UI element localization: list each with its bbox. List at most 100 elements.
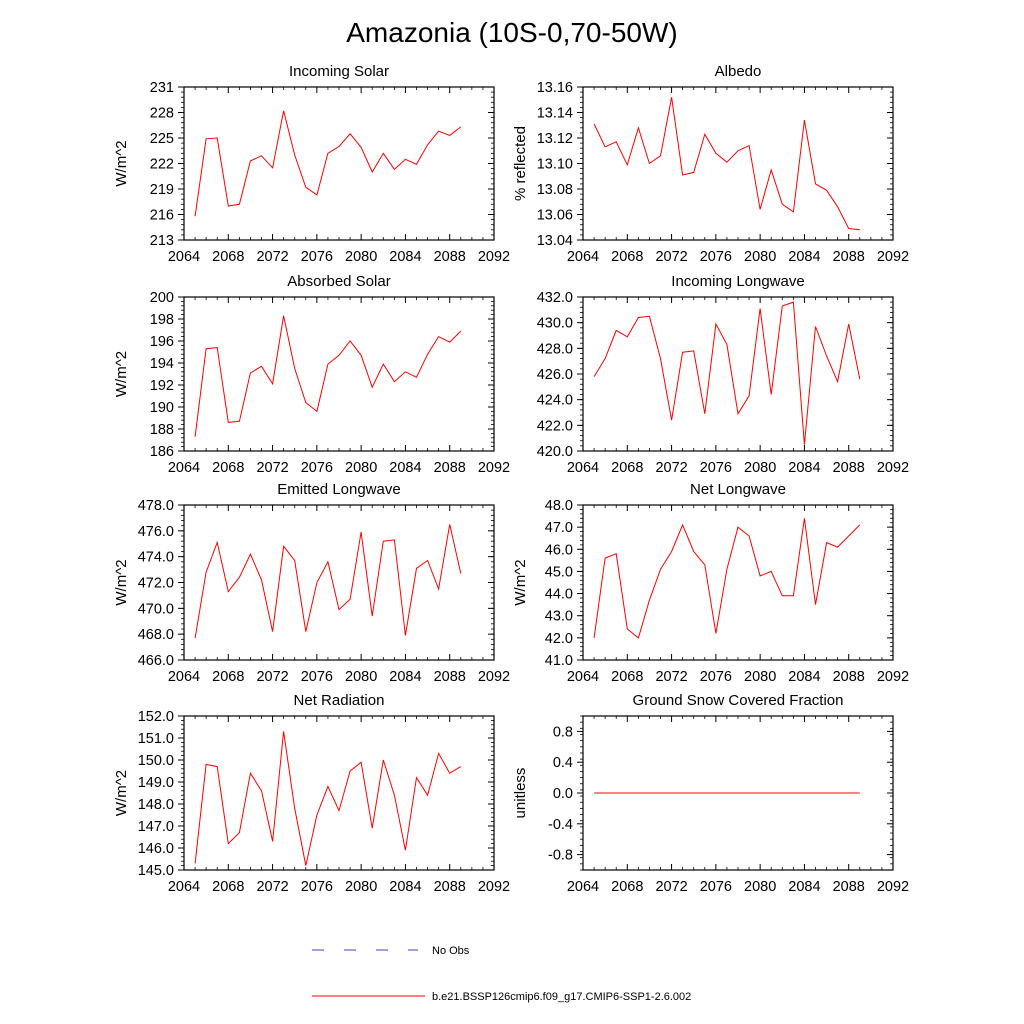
panel-2: 2064 2068 2072 2076 2080 2084 2088 2092 186 188 19… (113, 273, 510, 476)
series-line (194, 110, 462, 217)
y-axis-label: W/m^2 (113, 351, 130, 397)
x-tick-label: 2080 (345, 249, 377, 265)
x-tick-label: 2084 (389, 249, 421, 265)
x-tick-label: 2072 (655, 460, 687, 476)
x-tick-label: 2080 (345, 669, 377, 685)
y-tick-label: 13.08 (537, 182, 573, 198)
y-axis-label: W/m^2 (512, 559, 529, 605)
series-line (593, 97, 860, 231)
panel-title: Absorbed Solar (287, 273, 390, 290)
y-tick-label: 0.8 (553, 724, 573, 740)
x-tick-label: 2064 (567, 669, 599, 685)
y-tick-label: 474.0 (138, 550, 174, 566)
x-tick-label: 2080 (744, 460, 776, 476)
y-tick-label: 152.0 (138, 709, 174, 725)
series-line (593, 301, 861, 445)
x-tick-label: 2072 (655, 879, 687, 895)
y-tick-label: 478.0 (138, 498, 174, 514)
x-tick-label: 2076 (700, 249, 732, 265)
y-tick-label: 194 (150, 356, 174, 372)
y-tick-label: 219 (150, 182, 174, 198)
x-tick-label: 2076 (301, 460, 333, 476)
panel-title: Net Radiation (294, 692, 385, 709)
y-tick-label: 432.0 (537, 290, 573, 306)
series-line (194, 731, 462, 866)
y-tick-label: 200 (150, 290, 174, 306)
y-axis-label: W/m^2 (113, 770, 130, 816)
y-tick-label: 13.12 (537, 131, 573, 147)
x-tick-label: 2080 (345, 460, 377, 476)
x-tick-label: 2084 (389, 879, 421, 895)
x-tick-label: 2092 (877, 249, 909, 265)
x-tick-label: 2080 (345, 879, 377, 895)
x-tick-label: 2088 (833, 249, 865, 265)
y-axis-label: % reflected (512, 126, 529, 201)
y-tick-label: 231 (150, 80, 174, 96)
panel-frame (183, 715, 495, 871)
panel-title: Incoming Longwave (671, 273, 804, 290)
y-tick-label: 48.0 (545, 498, 573, 514)
x-tick-label: 2076 (301, 249, 333, 265)
x-tick-label: 2088 (833, 879, 865, 895)
x-tick-label: 2064 (168, 669, 200, 685)
y-tick-label: 43.0 (545, 609, 573, 625)
legend-model-label: b.e21.BSSP126cmip6.f09_g17.CMIP6-SSP1-2.… (432, 991, 691, 1003)
panel-title: Albedo (715, 63, 762, 80)
x-tick-label: 2092 (478, 879, 510, 895)
x-tick-label: 2068 (212, 460, 244, 476)
y-tick-label: 186 (150, 444, 174, 460)
y-tick-label: 13.04 (537, 233, 573, 249)
x-tick-label: 2076 (700, 460, 732, 476)
y-tick-label: 424.0 (537, 393, 573, 409)
x-tick-label: 2088 (434, 669, 466, 685)
y-axis-label: W/m^2 (113, 559, 130, 605)
y-tick-label: 0.0 (553, 786, 573, 802)
x-tick-label: 2092 (877, 460, 909, 476)
panel-title: Net Longwave (690, 481, 786, 498)
x-tick-label: 2068 (212, 249, 244, 265)
y-tick-label: 188 (150, 422, 174, 438)
x-tick-label: 2072 (256, 249, 288, 265)
x-tick-label: 2088 (833, 669, 865, 685)
x-tick-label: 2080 (744, 879, 776, 895)
series-line (593, 518, 861, 639)
legend-obs-label: No Obs (432, 945, 470, 957)
panel-frame (183, 504, 495, 661)
y-tick-label: 150.0 (138, 753, 174, 769)
x-tick-label: 2088 (833, 460, 865, 476)
x-tick-label: 2076 (301, 879, 333, 895)
y-tick-label: 428.0 (537, 341, 573, 357)
panels-group: 2064 2068 2072 2076 2080 2084 2088 2092 213 216 21… (113, 63, 909, 895)
x-tick-label: 2064 (168, 249, 200, 265)
x-tick-label: 2068 (611, 249, 643, 265)
panel-6: 2064 2068 2072 2076 2080 2084 2088 2092 145.0 146… (113, 692, 510, 895)
y-tick-label: 468.0 (138, 627, 174, 643)
panel-4: 2064 2068 2072 2076 2080 2084 2088 2092 466.0 468… (113, 481, 510, 685)
y-tick-label: 46.0 (545, 542, 573, 558)
x-tick-label: 2080 (744, 669, 776, 685)
y-tick-label: 470.0 (138, 601, 174, 617)
y-tick-label: -0.4 (548, 817, 573, 833)
x-tick-label: 2076 (700, 669, 732, 685)
panel-7: 2064 2068 2072 2076 2080 2084 2088 2092 -0.8 -0.4… (512, 692, 909, 895)
y-tick-label: 422.0 (537, 418, 573, 434)
y-tick-label: 151.0 (138, 731, 174, 747)
series-line (194, 315, 462, 437)
y-tick-label: 222 (150, 157, 174, 173)
y-tick-label: 190 (150, 400, 174, 416)
x-tick-label: 2064 (567, 879, 599, 895)
y-tick-label: -0.8 (548, 848, 573, 864)
x-tick-label: 2064 (567, 249, 599, 265)
panel-frame (183, 296, 495, 452)
x-tick-label: 2072 (256, 669, 288, 685)
x-tick-label: 2092 (478, 249, 510, 265)
x-tick-label: 2084 (788, 460, 820, 476)
x-tick-label: 2076 (700, 879, 732, 895)
panel-0: 2064 2068 2072 2076 2080 2084 2088 2092 213 216 21… (113, 63, 510, 265)
panel-title: Ground Snow Covered Fraction (633, 692, 844, 709)
y-tick-label: 198 (150, 312, 174, 328)
y-tick-label: 472.0 (138, 576, 174, 592)
x-tick-label: 2084 (389, 460, 421, 476)
x-tick-label: 2092 (478, 460, 510, 476)
